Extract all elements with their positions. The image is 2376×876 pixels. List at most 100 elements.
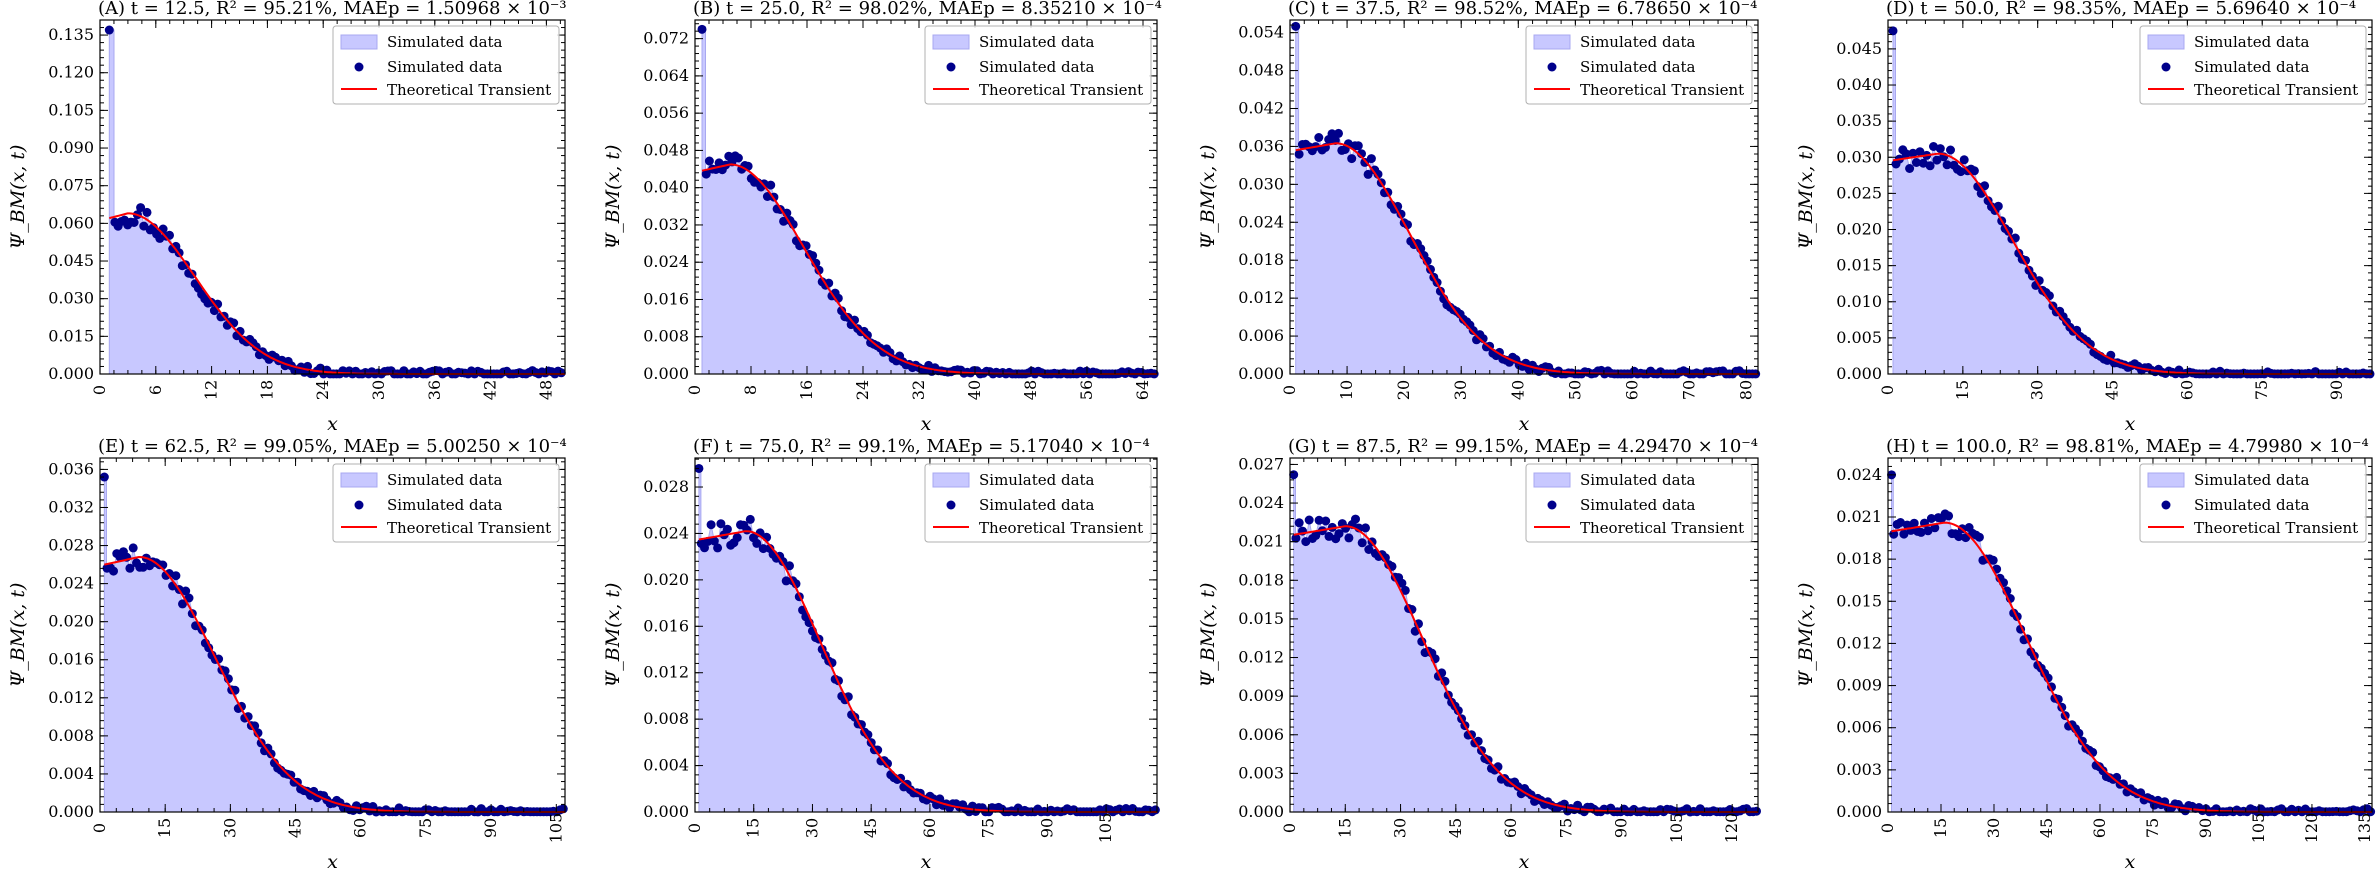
y-tick-label: 0.010 bbox=[1836, 292, 1882, 311]
panel-title: (B) t = 25.0, R² = 98.02%, MAEp = 8.3521… bbox=[693, 0, 1162, 19]
data-point bbox=[701, 169, 711, 179]
panel-title: (E) t = 62.5, R² = 99.05%, MAEp = 5.0025… bbox=[98, 436, 567, 457]
x-axis-label: x bbox=[921, 851, 932, 873]
data-point bbox=[1351, 514, 1360, 524]
x-tick-label: 45 bbox=[2103, 380, 2122, 400]
data-point bbox=[766, 180, 776, 190]
legend: Simulated data Simulated data Theoretical … bbox=[1525, 25, 1753, 105]
data-point bbox=[1993, 201, 2003, 211]
x-tick-label: 70 bbox=[1680, 380, 1699, 400]
x-tick-label: 60 bbox=[920, 818, 939, 838]
x-tick-label: 50 bbox=[1565, 380, 1584, 400]
data-point bbox=[1959, 155, 1969, 165]
legend-swatch-histogram bbox=[932, 472, 970, 488]
data-point bbox=[1918, 158, 1928, 168]
x-tick-label: 40 bbox=[1508, 380, 1527, 400]
y-tick-label: 0.018 bbox=[1238, 250, 1284, 269]
legend-swatch-scatter bbox=[1547, 500, 1557, 510]
y-tick-label: 0.003 bbox=[1836, 760, 1882, 779]
legend-box bbox=[924, 25, 1152, 105]
data-point bbox=[1347, 154, 1357, 164]
data-point bbox=[1935, 144, 1945, 154]
panel-title: (A) t = 12.5, R² = 95.21%, MAEp = 1.5096… bbox=[98, 0, 567, 19]
x-tick-label: 40 bbox=[965, 380, 984, 400]
panel-h: 0 15 30 45 60 75 90 105 120 135 0.000 0.003 0.006 0.0… bbox=[1795, 436, 2376, 873]
legend-box bbox=[332, 25, 560, 105]
y-tick-label: 0.040 bbox=[1836, 75, 1882, 94]
x-tick-label: 15 bbox=[1931, 818, 1950, 838]
x-tick-label: 48 bbox=[1021, 380, 1040, 400]
y-tick-label: 0.045 bbox=[48, 251, 94, 270]
legend: Simulated data Simulated data Theoretical … bbox=[924, 463, 1152, 543]
legend-swatch-histogram bbox=[932, 34, 970, 50]
y-tick-label: 0.027 bbox=[1238, 454, 1284, 473]
x-tick-label: 24 bbox=[853, 380, 872, 400]
plot-frame bbox=[1887, 19, 2373, 375]
x-tick-label: 18 bbox=[257, 380, 276, 400]
data-point bbox=[1314, 133, 1324, 142]
y-tick-label: 0.000 bbox=[643, 802, 689, 821]
x-tick-label: 42 bbox=[481, 380, 500, 400]
data-point bbox=[1327, 129, 1337, 139]
data-point bbox=[1956, 167, 1966, 177]
data-point bbox=[142, 207, 152, 217]
legend: Simulated data Simulated data Theoretical … bbox=[2139, 463, 2367, 543]
y-tick-label: 0.064 bbox=[643, 66, 689, 85]
panel-title: (D) t = 50.0, R² = 98.35%, MAEp = 5.6964… bbox=[1886, 0, 2356, 19]
y-tick-label: 0.000 bbox=[1238, 802, 1284, 821]
x-tick-label: 90 bbox=[1037, 818, 1056, 838]
y-tick-label: 0.105 bbox=[48, 100, 94, 119]
data-point bbox=[697, 24, 707, 34]
legend-box bbox=[924, 463, 1152, 543]
x-tick-label: 64 bbox=[1133, 380, 1152, 400]
data-point bbox=[1908, 148, 1918, 158]
legend-swatch-histogram bbox=[2147, 472, 2185, 488]
data-point bbox=[181, 586, 191, 596]
panel-b: 0 8 16 24 32 40 48 56 64 0.000 0.008 0.016 0.024 0.03… bbox=[602, 0, 1162, 435]
y-tick-label: 0.028 bbox=[643, 477, 689, 496]
x-tick-label: 0 bbox=[1878, 385, 1897, 395]
legend-label: Simulated data bbox=[1580, 496, 1696, 514]
x-tick-label: 0 bbox=[1280, 823, 1299, 833]
x-tick-label: 60 bbox=[351, 818, 370, 838]
y-axis-label: Ψ_BM(x, t) bbox=[1795, 583, 1817, 688]
y-axis-label: Ψ_BM(x, t) bbox=[602, 583, 624, 688]
x-tick-label: 0 bbox=[90, 385, 109, 395]
legend-label: Simulated data bbox=[2194, 496, 2310, 514]
data-point bbox=[745, 514, 755, 524]
data-point bbox=[1944, 511, 1954, 521]
x-tick-label: 15 bbox=[155, 818, 174, 838]
plot-frame bbox=[99, 457, 566, 813]
legend-label: Simulated data bbox=[2194, 33, 2310, 51]
data-point bbox=[883, 759, 892, 769]
x-tick-label: 16 bbox=[797, 380, 816, 400]
data-point bbox=[706, 520, 716, 530]
x-tick-label: 36 bbox=[425, 380, 444, 400]
y-tick-label: 0.006 bbox=[1238, 725, 1284, 744]
x-tick-label: 15 bbox=[1335, 818, 1354, 838]
data-point bbox=[733, 153, 743, 163]
y-tick-label: 0.015 bbox=[1238, 609, 1284, 628]
x-tick-label: 75 bbox=[416, 818, 435, 838]
data-point bbox=[1321, 516, 1331, 526]
legend: Simulated data Simulated data Theoretical … bbox=[332, 463, 560, 543]
y-axis-label: Ψ_BM(x, t) bbox=[1197, 145, 1219, 250]
legend-swatch-scatter bbox=[946, 62, 956, 72]
data-point bbox=[1357, 538, 1367, 548]
x-tick-label: 45 bbox=[861, 818, 880, 838]
data-point bbox=[1916, 527, 1926, 537]
y-tick-label: 0.025 bbox=[1836, 183, 1882, 202]
x-tick-label: 90 bbox=[2196, 818, 2215, 838]
data-point bbox=[136, 203, 146, 213]
y-tick-label: 0.008 bbox=[643, 327, 689, 346]
y-tick-label: 0.028 bbox=[48, 536, 94, 555]
data-point bbox=[1954, 532, 1964, 542]
x-tick-label: 135 bbox=[2355, 813, 2374, 844]
legend-label: Theoretical Transient bbox=[979, 81, 1143, 99]
x-tick-label: 32 bbox=[909, 380, 928, 400]
panel-title: (C) t = 37.5, R² = 98.52%, MAEp = 6.7865… bbox=[1288, 0, 1757, 19]
y-tick-label: 0.000 bbox=[48, 802, 94, 821]
data-point bbox=[785, 561, 794, 571]
y-tick-label: 0.024 bbox=[1836, 465, 1882, 484]
